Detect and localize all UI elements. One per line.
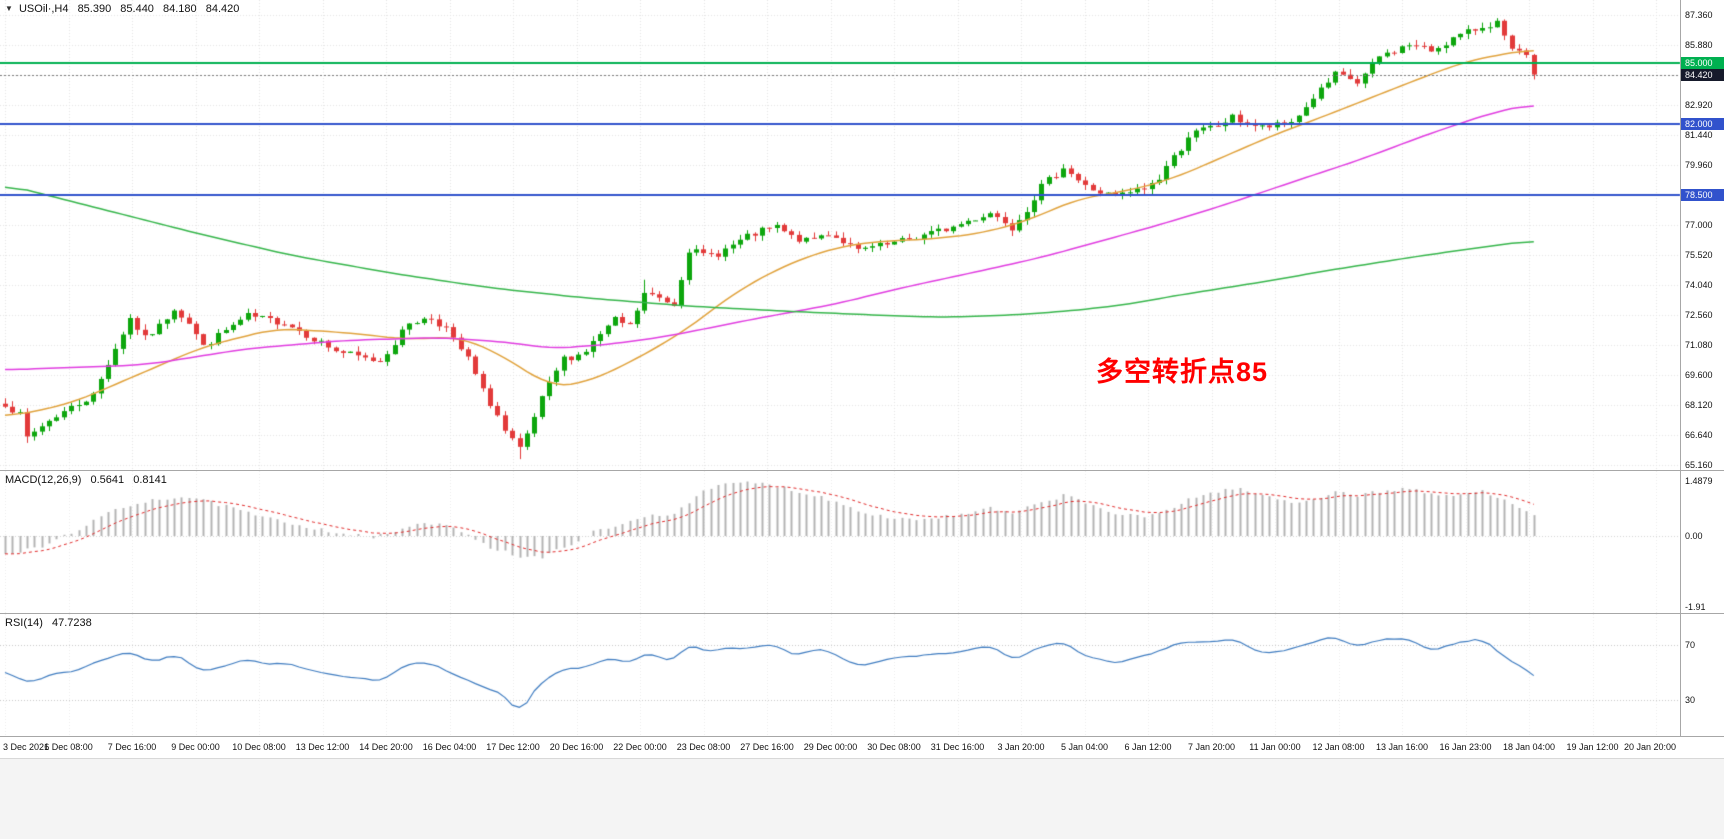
rsi-axis[interactable]: 70 30 (1680, 614, 1724, 736)
symbol-timeframe-label: USOil·,H4 (18, 3, 69, 15)
rsi-panel: RSI(14) 47.7238 70 30 (0, 613, 1724, 736)
price-level-badge: 85.000 (1681, 56, 1724, 69)
rsi-canvas[interactable] (0, 614, 1724, 736)
price-axis-label: 68.120 (1685, 400, 1713, 410)
macd-panel: MACD(12,26,9) 0.5641 0.8141 1.4879 0.00 -1… (0, 470, 1724, 613)
rsi-value: 47.7238 (51, 617, 92, 629)
time-axis-label: 10 Dec 08:00 (232, 742, 286, 752)
macd-axis[interactable]: 1.4879 0.00 -1.91 (1680, 471, 1724, 613)
time-axis-label: 3 Jan 20:00 (997, 742, 1045, 752)
time-axis-label: 7 Dec 16:00 (107, 742, 157, 752)
time-axis-label: 6 Jan 12:00 (1124, 742, 1172, 752)
time-axis-label: 23 Dec 08:00 (676, 742, 731, 752)
price-level-badge: 82.000 (1681, 117, 1724, 130)
ohlc-low-value: 84.180 (163, 3, 197, 15)
price-axis-label: 85.880 (1685, 40, 1713, 50)
price-axis-label: 69.600 (1685, 370, 1713, 380)
macd-axis-label: -1.91 (1685, 601, 1706, 612)
price-chart-canvas[interactable] (0, 0, 1724, 470)
time-axis-label: 22 Dec 00:00 (613, 742, 667, 752)
time-axis-label: 14 Dec 20:00 (359, 742, 413, 752)
price-axis-label: 65.160 (1685, 460, 1713, 470)
time-axis-label: 17 Dec 12:00 (486, 742, 540, 752)
time-axis-label: 11 Jan 00:00 (1249, 742, 1301, 752)
macd-axis-label: 0.00 (1685, 531, 1703, 541)
rsi-indicator-label: RSI(14) (5, 617, 43, 629)
time-axis-label: 31 Dec 16:00 (930, 742, 985, 752)
ohlc-open-value: 85.390 (77, 3, 112, 15)
chevron-down-icon[interactable]: ▼ (5, 4, 13, 13)
macd-canvas[interactable] (0, 471, 1724, 613)
price-level-badge: 84.420 (1681, 68, 1724, 81)
macd-header: MACD(12,26,9) 0.5641 0.8141 (5, 474, 167, 486)
price-axis-label: 82.920 (1685, 100, 1713, 110)
price-level-badge: 78.500 (1681, 188, 1724, 201)
time-axis-label: 27 Dec 16:00 (740, 742, 794, 752)
time-axis-label: 16 Dec 04:00 (422, 742, 477, 752)
time-axis-label: 7 Jan 20:00 (1187, 742, 1236, 752)
time-axis-label: 9 Dec 00:00 (171, 742, 220, 752)
ohlc-high-value: 85.440 (120, 3, 154, 15)
chart-annotation-text: 多空转折点85 (1096, 357, 1269, 387)
ohlc-close-value: 84.420 (205, 3, 240, 15)
price-axis-label: 79.960 (1685, 160, 1713, 170)
chart-header: ▼ USOil·,H4 85.390 85.440 84.180 84.420 (5, 3, 239, 15)
time-axis-label: 5 Jan 04:00 (1060, 742, 1109, 752)
time-axis-label: 13 Dec 12:00 (295, 742, 350, 752)
macd-axis-label: 1.4879 (1685, 475, 1713, 486)
time-axis-label: 30 Dec 08:00 (867, 742, 921, 752)
time-axis-label: 18 Jan 04:00 (1502, 742, 1556, 752)
time-axis-label: 3 Dec 2021 (3, 742, 50, 752)
time-axis-label: 12 Jan 08:00 (1312, 742, 1365, 752)
price-axis-label: 74.040 (1685, 280, 1713, 290)
time-axis-label: 20 Jan 20:00 (1623, 742, 1677, 752)
time-axis-label: 29 Dec 00:00 (803, 742, 858, 752)
rsi-axis-label: 70 (1685, 640, 1696, 650)
price-axis-label: 81.440 (1685, 130, 1713, 140)
price-axis[interactable]: 87.360 85.880 82.920 81.440 79.960 77.000 75.5… (1680, 0, 1724, 470)
time-axis-label: 16 Jan 23:00 (1439, 742, 1492, 752)
price-axis-label: 87.360 (1685, 10, 1713, 20)
rsi-header: RSI(14) 47.7238 (5, 617, 92, 629)
macd-indicator-label: MACD(12,26,9) (5, 474, 82, 486)
macd-signal-value: 0.8141 (133, 474, 167, 486)
time-axis[interactable]: 3 Dec 2021 6 Dec 08:00 7 Dec 16:00 9 Dec 00… (0, 736, 1724, 758)
time-axis-label: 13 Jan 16:00 (1375, 742, 1429, 752)
price-axis-label: 72.560 (1685, 310, 1713, 320)
price-axis-label: 66.640 (1685, 430, 1713, 440)
macd-main-value: 0.5641 (90, 474, 125, 486)
rsi-axis-label: 30 (1685, 695, 1696, 705)
window-footer-area (0, 758, 1724, 839)
price-chart-panel: ▼ USOil·,H4 85.390 85.440 84.180 84.420 … (0, 0, 1724, 470)
price-axis-label: 75.520 (1685, 250, 1713, 260)
price-axis-label: 71.080 (1685, 340, 1713, 350)
time-axis-label: 19 Jan 12:00 (1566, 742, 1619, 752)
time-axis-label: 6 Dec 08:00 (44, 742, 93, 752)
price-axis-label: 77.000 (1685, 220, 1713, 230)
time-axis-label: 20 Dec 16:00 (549, 742, 604, 752)
